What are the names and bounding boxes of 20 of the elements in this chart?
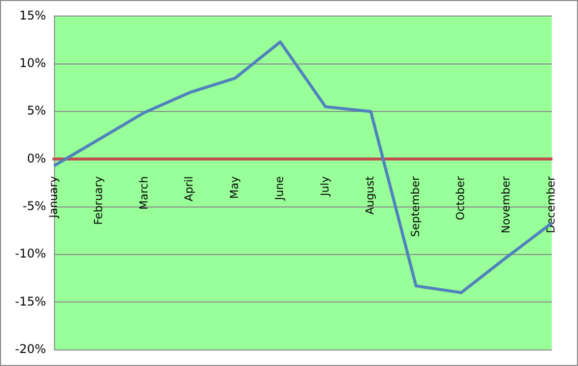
y-tick-label: 10% bbox=[19, 56, 46, 70]
x-tick-label: April bbox=[182, 176, 196, 202]
y-tick-label: -15% bbox=[14, 294, 46, 308]
x-tick-label: August bbox=[364, 175, 377, 215]
y-tick-label: 5% bbox=[26, 104, 46, 118]
y-tick-label: 15% bbox=[19, 8, 46, 22]
x-tick-label: December bbox=[544, 176, 558, 234]
y-tick-label: -10% bbox=[14, 246, 46, 261]
y-tick-label: -5% bbox=[22, 198, 46, 213]
x-tick-label: July bbox=[318, 176, 332, 197]
y-tick-label: -20% bbox=[14, 342, 46, 356]
x-tick-label: September bbox=[408, 176, 422, 237]
x-tick-label: March bbox=[137, 176, 150, 210]
x-tick-label: January bbox=[46, 176, 60, 219]
x-tick-label: May bbox=[228, 176, 241, 199]
x-tick-label: February bbox=[92, 176, 106, 225]
x-tick-label: November bbox=[499, 176, 512, 234]
x-tick-label: October bbox=[454, 176, 468, 220]
y-tick-label: 0% bbox=[26, 151, 46, 166]
x-tick-label: June bbox=[273, 176, 286, 202]
